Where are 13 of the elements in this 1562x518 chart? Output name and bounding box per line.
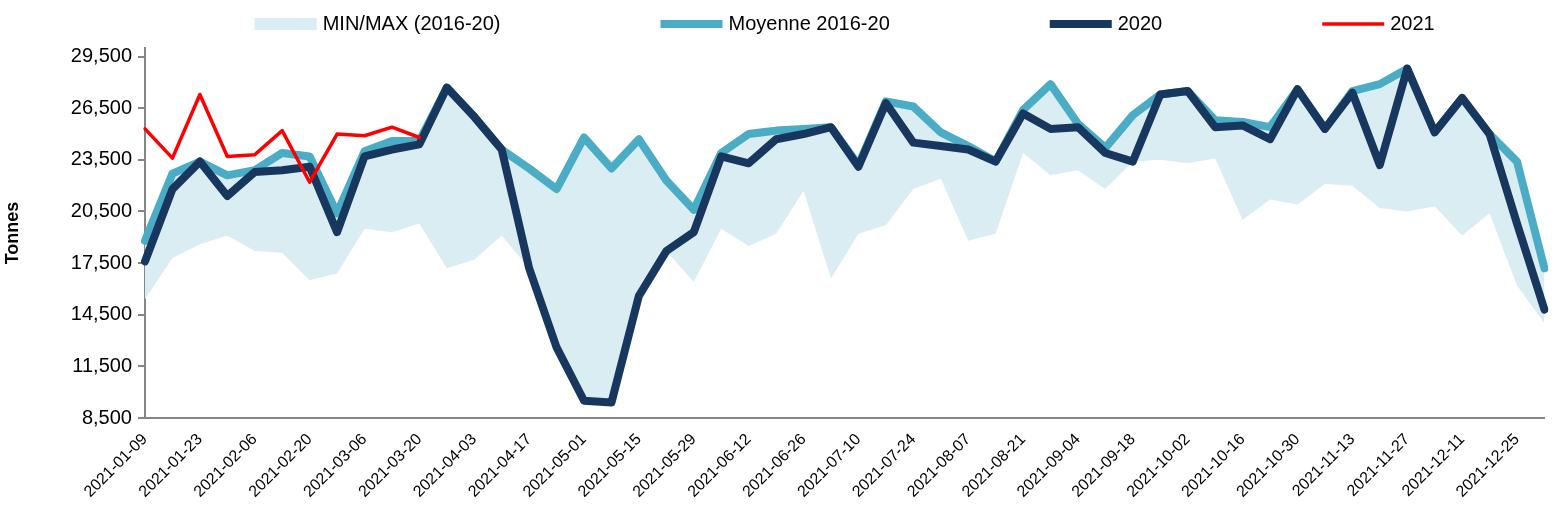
legend-label: MIN/MAX (2016-20) [322,11,501,34]
y-tick-label: 23,500 [70,147,132,170]
legend-label: Moyenne 2016-20 [728,11,890,34]
y-axis-title: Tonnes [1,201,22,265]
y-tick-label: 11,500 [72,353,132,376]
y-tick-label: 17,500 [70,250,132,273]
legend-label: 2020 [1117,11,1163,34]
y-tick-label: 14,500 [70,302,132,325]
y-tick-label: 20,500 [70,199,132,221]
legend-label: 2021 [1390,11,1435,34]
y-tick-label: 29,500 [70,44,132,67]
y-tick-label: 8,500 [81,405,132,428]
y-tick-label: 26,500 [70,95,132,118]
